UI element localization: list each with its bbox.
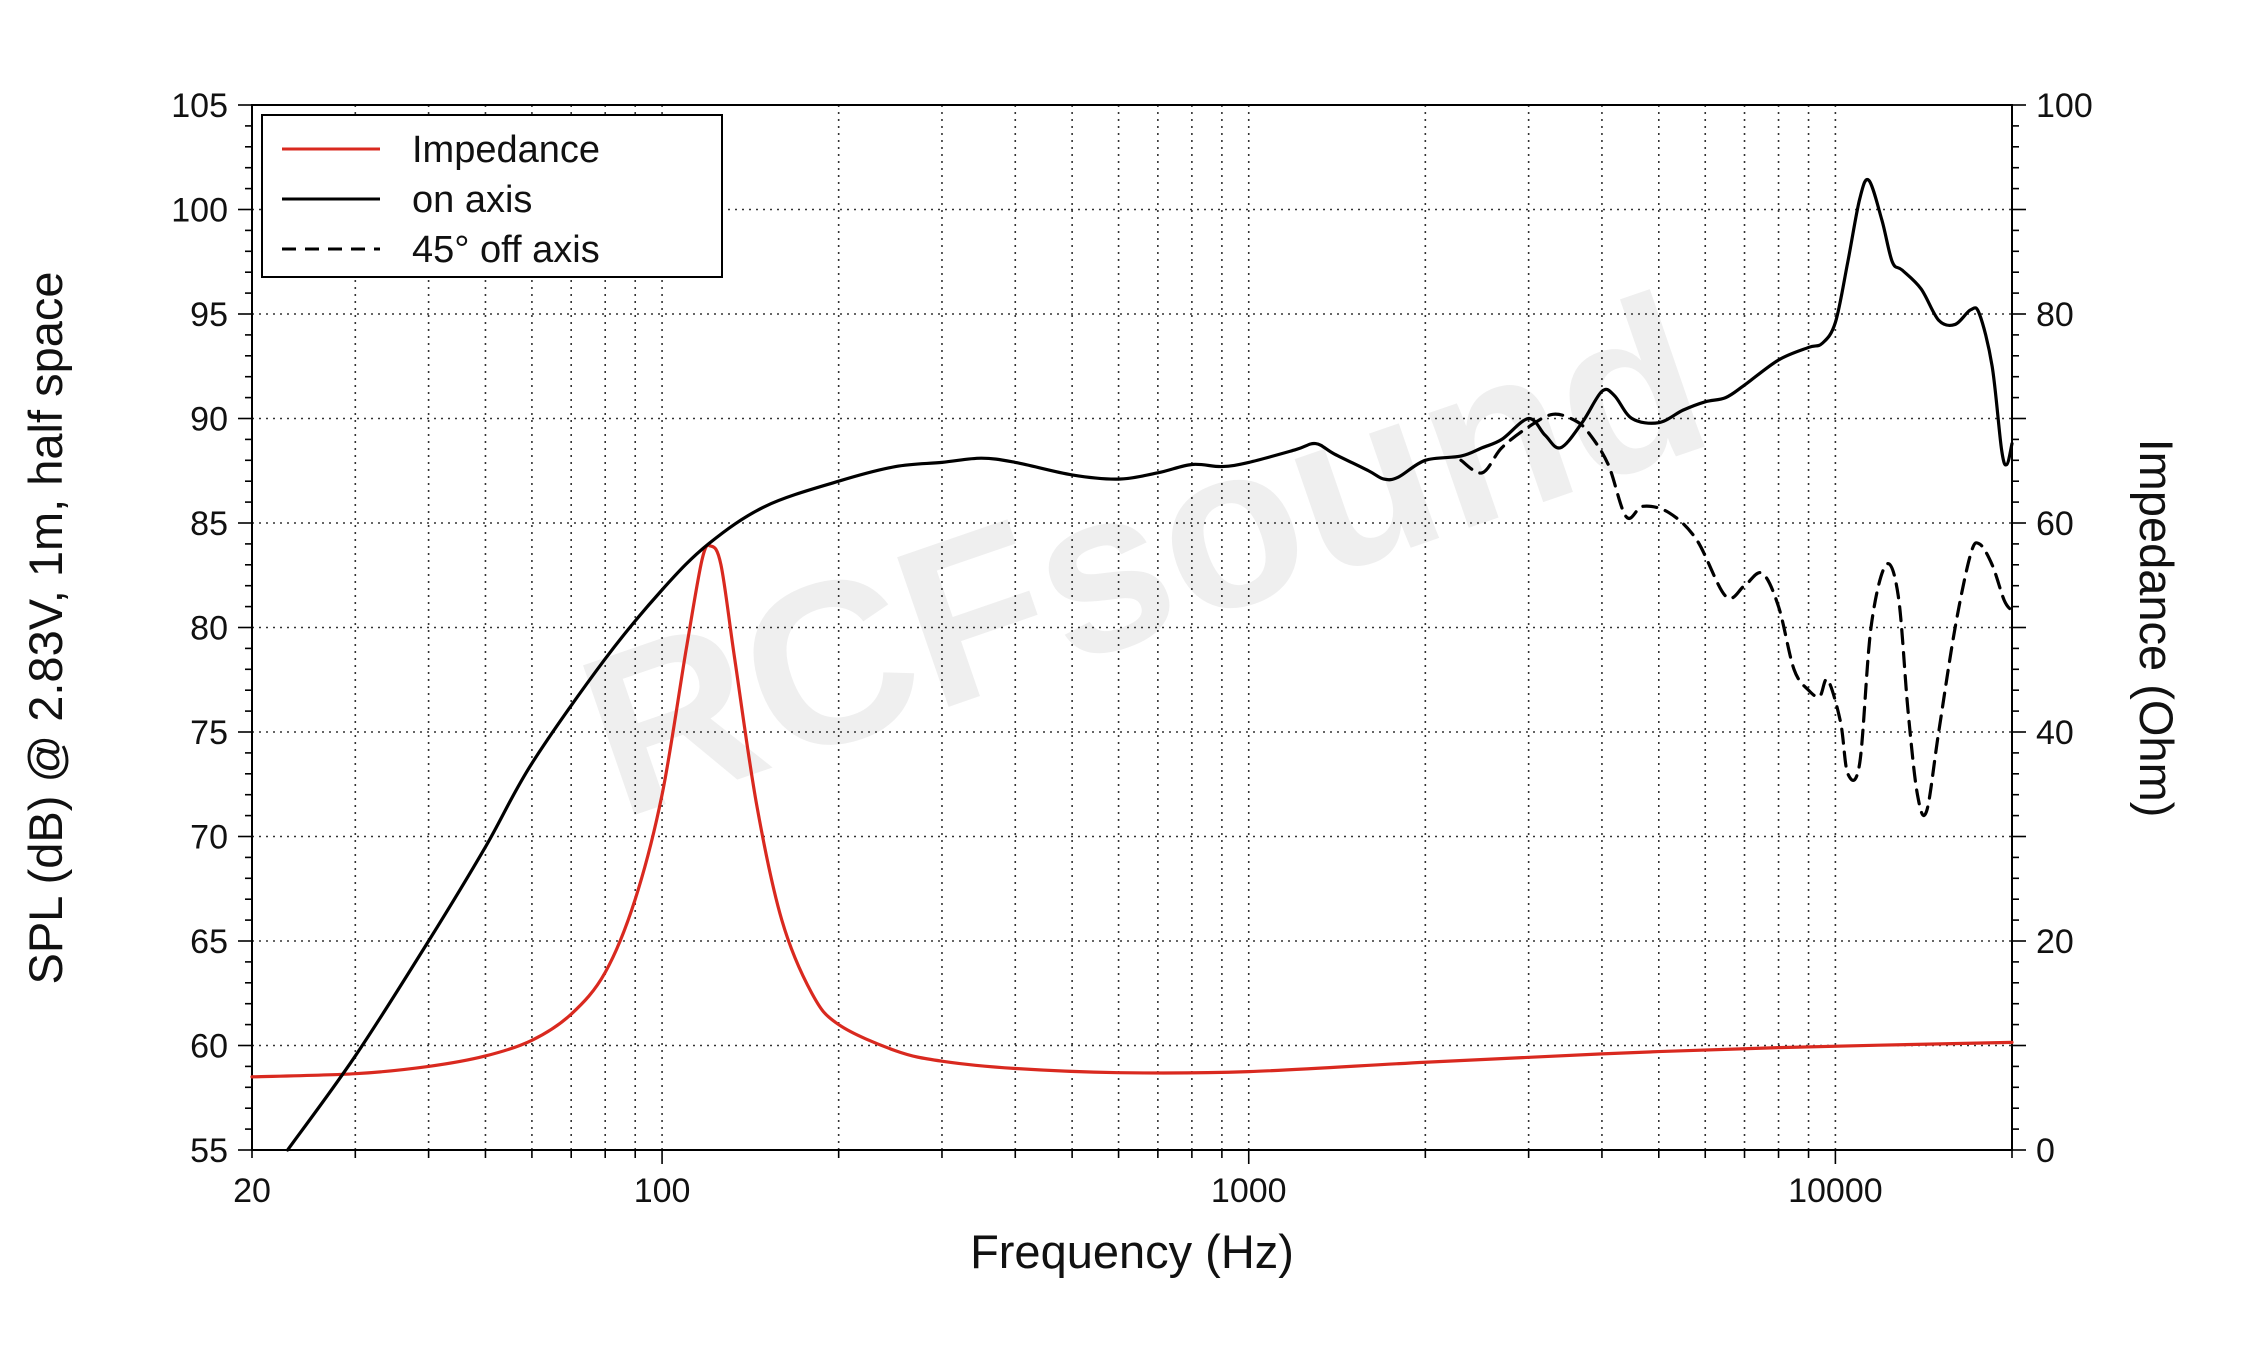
legend-label-on-axis: on axis — [412, 179, 532, 221]
left-tick-label: 60 — [190, 1028, 228, 1066]
left-tick-label: 100 — [171, 192, 228, 230]
right-y-axis: 0 20 40 60 80 100 — [2012, 87, 2093, 1170]
x-tick-label: 1000 — [1211, 1172, 1287, 1210]
legend: Impedance on axis 45° off axis — [261, 114, 723, 278]
x-axis: 20 100 1000 10000 — [233, 1150, 2013, 1210]
on-axis-curve — [286, 177, 2014, 1152]
left-tick-label: 80 — [190, 610, 228, 648]
x-tick-label: 10000 — [1788, 1172, 1883, 1210]
right-tick-label: 100 — [2036, 87, 2093, 125]
left-tick-label: 95 — [190, 296, 228, 334]
x-tick-label: 20 — [233, 1172, 271, 1210]
y2-axis-title: Impedance (Ohm) — [2130, 439, 2183, 818]
left-tick-label: 65 — [190, 923, 228, 961]
off-axis-curve — [1459, 412, 2014, 818]
series-layer — [250, 177, 2014, 1152]
left-y-axis: 55 60 65 70 75 80 85 90 95 100 105 — [171, 87, 252, 1170]
left-tick-label: 55 — [190, 1132, 228, 1170]
x-tick-label: 100 — [634, 1172, 691, 1210]
legend-label-impedance: Impedance — [412, 129, 600, 171]
right-tick-label: 20 — [2036, 923, 2074, 961]
watermark: RCFsound — [552, 245, 1735, 866]
impedance-curve — [250, 543, 2014, 1079]
right-tick-label: 40 — [2036, 714, 2074, 752]
left-tick-label: 70 — [190, 819, 228, 857]
right-tick-label: 0 — [2036, 1132, 2055, 1170]
left-tick-label: 85 — [190, 505, 228, 543]
left-tick-label: 105 — [171, 87, 228, 125]
left-tick-label: 90 — [190, 401, 228, 439]
right-tick-label: 80 — [2036, 296, 2074, 334]
y-axis-title: SPL (dB) @ 2.83V, 1m, half space — [19, 271, 72, 984]
x-axis-title: Frequency (Hz) — [970, 1225, 1294, 1278]
left-tick-label: 75 — [190, 714, 228, 752]
legend-label-off-axis: 45° off axis — [412, 229, 600, 271]
right-tick-label: 60 — [2036, 505, 2074, 543]
